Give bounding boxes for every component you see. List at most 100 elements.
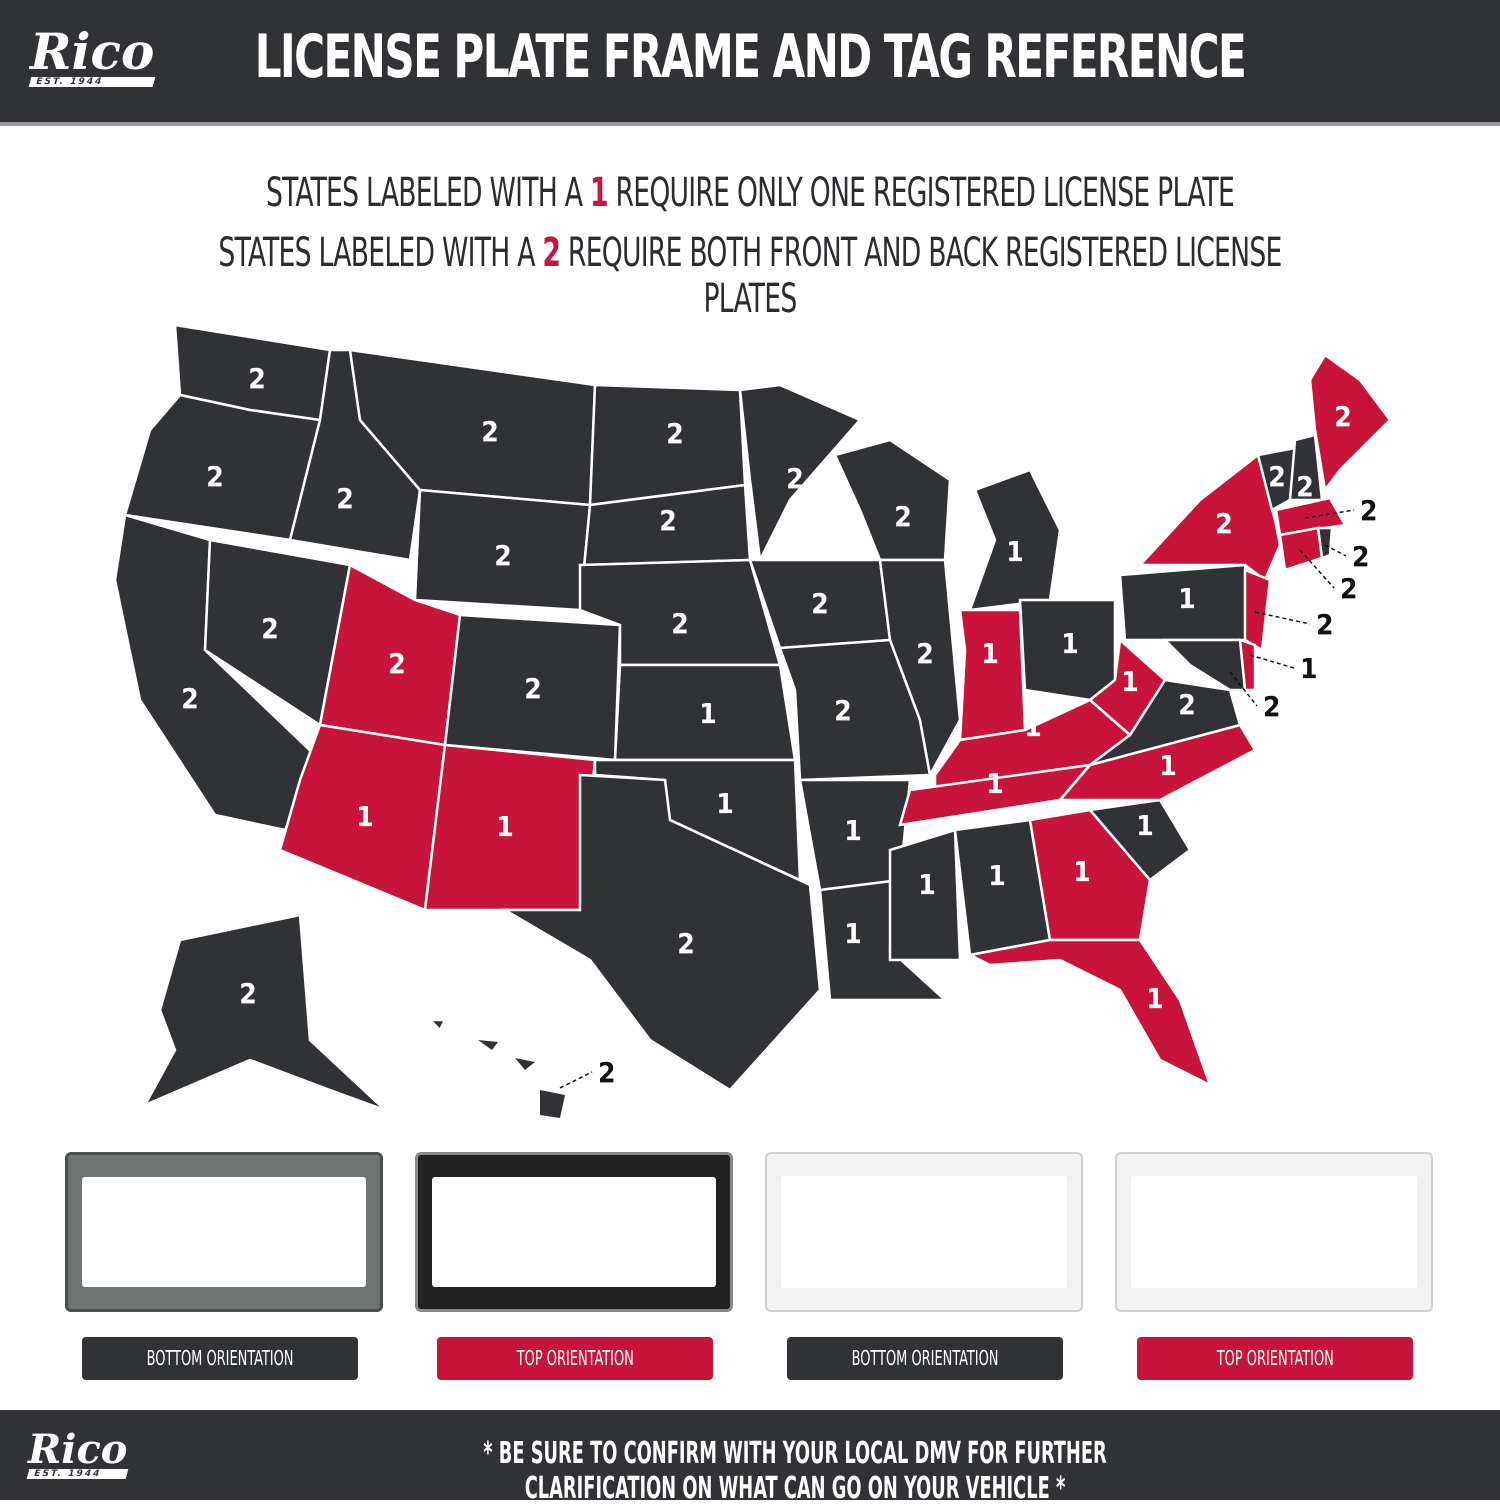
orientation-badge: Top Orientation: [1137, 1337, 1413, 1380]
callout-label: 2: [1352, 540, 1370, 573]
state-me: [1308, 353, 1392, 494]
legend-text: States labeled with a: [218, 230, 535, 276]
plate-count-label: 2: [248, 362, 266, 395]
plate-count-label: 1: [981, 637, 999, 670]
header-bar: Rico EST. 1944 License Plate Frame and T…: [0, 0, 1500, 126]
plate-count-label: 2: [1215, 507, 1233, 540]
legend-number: 2: [542, 230, 561, 276]
plate-count-label: 2: [388, 647, 406, 680]
orientation-badge: Bottom Orientation: [787, 1337, 1063, 1380]
orientation-badge: Top Orientation: [437, 1337, 713, 1380]
state-mn: [738, 383, 863, 565]
rico-logo: Rico EST. 1944: [28, 22, 156, 87]
footer-bar: Rico EST. 1944 * Be sure to confirm with…: [0, 1410, 1500, 1506]
plate-count-label: 2: [336, 482, 354, 515]
state-wi: [833, 438, 952, 562]
legend-text: States labeled with a: [265, 170, 583, 216]
state-wv: [1088, 637, 1167, 737]
plate-count-label: 2: [181, 682, 199, 715]
plate-count-label: 1: [1006, 535, 1024, 568]
plate-count-label: 2: [659, 504, 677, 537]
plate-count-label: 2: [786, 462, 804, 495]
plate-count-label: 1: [1146, 982, 1164, 1015]
plate-count-label: 1: [844, 814, 862, 847]
plate-count-label: 2: [677, 927, 695, 960]
dmv-disclaimer: * Be sure to confirm with your local DMV…: [483, 1436, 1107, 1506]
orientation-badge: Bottom Orientation: [82, 1337, 358, 1380]
orientation-label: Bottom Orientation: [146, 1346, 294, 1370]
orientation-label: Top Orientation: [516, 1346, 634, 1370]
plate-count-label: 1: [844, 917, 862, 950]
license-plate-frame: [1115, 1152, 1433, 1312]
legend-line-2: States labeled with a 2 require both fro…: [195, 230, 1305, 322]
callout-label: 2: [1360, 494, 1378, 527]
callout-label: 2: [1316, 608, 1334, 641]
plate-count-label: 2: [239, 977, 257, 1010]
logo-text: Rico: [28, 1426, 128, 1473]
plate-count-label: 1: [1061, 627, 1079, 660]
plate-count-label: 1: [496, 810, 514, 843]
state-ga: [1028, 808, 1152, 942]
state-az: [278, 723, 447, 912]
plate-count-label: 1: [988, 859, 1006, 892]
license-plate-frame: [765, 1152, 1083, 1312]
plate-count-label: 1: [699, 697, 717, 730]
callout-line: [1254, 611, 1311, 625]
callout-line: [1299, 549, 1335, 589]
plate-count-label: 1: [1178, 582, 1196, 615]
plate-count-label: 1: [986, 767, 1004, 800]
callout-label: 2: [1263, 690, 1281, 723]
license-plate-frame: [65, 1152, 383, 1312]
callout-label: 2: [1340, 572, 1358, 605]
plate-count-label: 2: [261, 612, 279, 645]
hawaii-island: [478, 1040, 498, 1050]
plate-count-label: 2: [894, 500, 912, 533]
state-ms: [888, 828, 962, 962]
callout-label: 2: [598, 1056, 616, 1089]
hawaii-island: [515, 1058, 535, 1070]
orientation-label: Top Orientation: [1216, 1346, 1334, 1370]
plate-opening: [1131, 1176, 1417, 1288]
plate-count-label: 1: [716, 787, 734, 820]
callout-line: [559, 1071, 593, 1089]
state-tx: [500, 773, 822, 1092]
plate-count-label: 1: [1073, 855, 1091, 888]
state-va: [1089, 678, 1242, 767]
plate-count-label: 2: [1296, 470, 1314, 503]
state-ma: [1274, 496, 1347, 537]
plate-count-label: 2: [916, 637, 934, 670]
state-nj: [1243, 568, 1272, 653]
state-hi: [426, 1018, 448, 1033]
state-sc: [1087, 798, 1192, 882]
state-nc: [1057, 723, 1257, 802]
plate-count-label: 2: [666, 417, 684, 450]
plate-count-label: 2: [671, 607, 689, 640]
plate-opening: [82, 1177, 366, 1287]
plate-opening: [781, 1176, 1067, 1288]
plate-count-label: 2: [494, 539, 512, 572]
plate-count-label: 1: [1024, 710, 1042, 743]
plate-count-label: 2: [481, 415, 499, 448]
license-plate-frame: [415, 1152, 733, 1312]
callout-line: [1304, 509, 1355, 519]
state-ct: [1278, 526, 1324, 572]
plate-count-label: 2: [524, 672, 542, 705]
plate-count-label: 2: [1178, 688, 1196, 721]
callout-label: 1: [1300, 652, 1318, 685]
legend-number: 1: [589, 170, 609, 216]
plate-count-label: 1: [1121, 665, 1139, 698]
orientation-label: Bottom Orientation: [851, 1346, 999, 1370]
legend-text: require only one registered license plat…: [615, 170, 1235, 216]
callout-line: [1249, 654, 1295, 669]
plate-opening: [432, 1177, 716, 1287]
plate-count-label: 1: [918, 868, 936, 901]
state-in: [958, 608, 1027, 742]
plate-count-label: 2: [811, 587, 829, 620]
rico-logo: Rico EST. 1944: [26, 1426, 129, 1479]
plate-count-label: 1: [1159, 749, 1177, 782]
state-la: [818, 878, 949, 1002]
callout-line: [1324, 544, 1347, 557]
logo-est: EST. 1944: [26, 1469, 129, 1479]
callout-line: [1229, 671, 1258, 707]
state-ak: [142, 913, 386, 1112]
